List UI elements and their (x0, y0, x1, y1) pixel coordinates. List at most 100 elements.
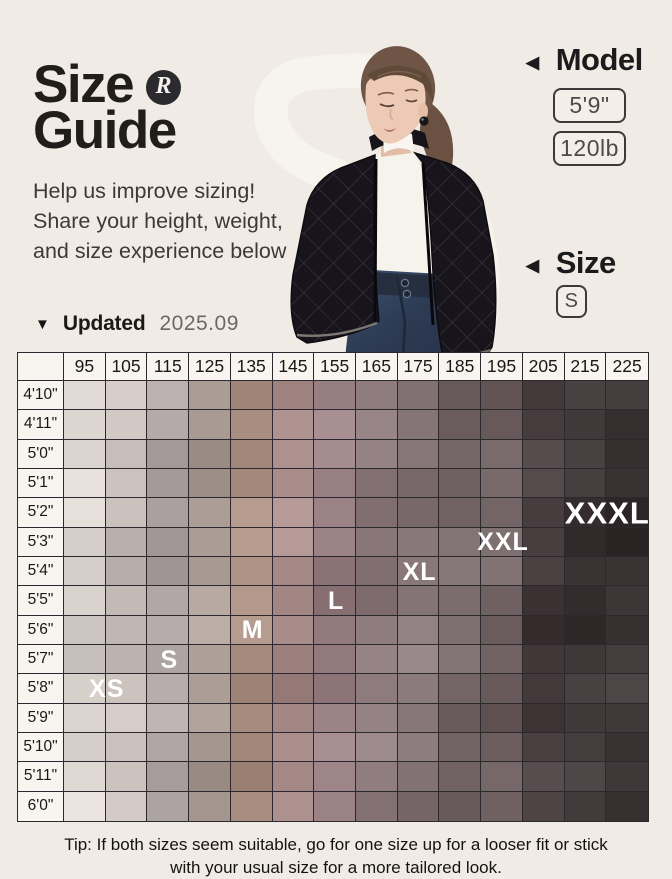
size-cell (147, 733, 190, 763)
size-cell (230, 439, 273, 469)
size-cell (481, 410, 523, 440)
size-cell (64, 733, 106, 763)
title-line-1: Size (33, 55, 135, 114)
weight-header-cell: 185 (439, 353, 482, 381)
size-cell (64, 762, 106, 792)
size-cell (522, 615, 565, 645)
size-cell (397, 586, 440, 616)
size-cell (481, 762, 523, 792)
height-header-cell: 6'0" (18, 791, 64, 821)
size-cell (606, 586, 648, 616)
size-cell (314, 762, 356, 792)
size-cell (147, 527, 190, 557)
size-cell (314, 469, 356, 499)
updated-value: 2025.09 (159, 312, 239, 335)
weight-header-cell: 155 (314, 353, 356, 381)
size-cell (105, 762, 148, 792)
weight-header-cell: 225 (606, 353, 648, 381)
size-cell (314, 410, 356, 440)
size-cell (64, 498, 106, 528)
size-cell (272, 674, 315, 704)
size-zone-label-s: S (160, 645, 179, 674)
size-cell (147, 703, 190, 733)
size-cell (314, 791, 356, 821)
size-cell (230, 469, 273, 499)
size-cell (522, 586, 565, 616)
size-cell (189, 791, 231, 821)
size-cell (105, 410, 148, 440)
updated-row: ▼ Updated 2025.09 (35, 312, 239, 336)
size-cell (439, 791, 482, 821)
size-cell (314, 733, 356, 763)
size-cell (105, 733, 148, 763)
size-cell (564, 615, 607, 645)
size-cell (189, 439, 231, 469)
size-cell (314, 586, 356, 616)
size-zone-label-xl: XL (402, 557, 437, 586)
size-cell (606, 615, 648, 645)
size-cell (481, 586, 523, 616)
size-cell (522, 674, 565, 704)
size-cell (230, 762, 273, 792)
subtitle: Help us improve sizing! Share your heigh… (33, 179, 287, 263)
page-title: Size R Guide (33, 55, 182, 157)
size-cell (606, 791, 648, 821)
size-cell (606, 381, 648, 411)
size-cell (230, 557, 273, 587)
size-cell (105, 674, 148, 704)
size-cell (564, 381, 607, 411)
size-cell (481, 439, 523, 469)
size-cell (105, 791, 148, 821)
size-cell (397, 645, 440, 675)
size-cell (522, 498, 565, 528)
size-cell (522, 527, 565, 557)
weight-header-cell: 195 (481, 353, 523, 381)
size-cell (189, 557, 231, 587)
weight-header-cell: 175 (397, 353, 440, 381)
size-cell (105, 439, 148, 469)
size-cell (356, 762, 398, 792)
size-cell (64, 703, 106, 733)
size-cell (314, 674, 356, 704)
size-cell (105, 527, 148, 557)
size-chart-grid: 95 105 115 125 135 145 155 165 175 185 195 205 215 22… (18, 353, 648, 821)
size-zone-label-l: L (328, 586, 345, 615)
size-cell (522, 645, 565, 675)
size-cell (105, 645, 148, 675)
size-cell (272, 615, 315, 645)
size-cell (230, 703, 273, 733)
size-cell (230, 615, 273, 645)
size-cell (272, 733, 315, 763)
size-cell (439, 615, 482, 645)
height-header-cell: 5'4" (18, 557, 64, 587)
size-cell (522, 557, 565, 587)
size-cell (272, 762, 315, 792)
size-cell (64, 645, 106, 675)
left-arrow-icon: ◀ (526, 256, 539, 275)
size-cell (397, 791, 440, 821)
weight-header-cell: 205 (522, 353, 565, 381)
size-cell (606, 733, 648, 763)
size-cell (147, 469, 190, 499)
size-cell (314, 645, 356, 675)
size-cell (356, 557, 398, 587)
size-cell (314, 498, 356, 528)
size-cell (356, 703, 398, 733)
size-cell (439, 703, 482, 733)
size-cell (105, 703, 148, 733)
size-cell (481, 615, 523, 645)
size-cell (147, 586, 190, 616)
model-photo (185, 25, 525, 359)
size-cell (564, 703, 607, 733)
size-cell (147, 498, 190, 528)
size-cell (147, 674, 190, 704)
height-header-cell: 5'3" (18, 527, 64, 557)
size-cell (189, 410, 231, 440)
size-zone-label-xxxl: XXXL (564, 495, 650, 531)
size-cell (606, 498, 648, 528)
size-cell (356, 674, 398, 704)
size-cell (522, 469, 565, 499)
size-cell (272, 381, 315, 411)
size-cell (397, 527, 440, 557)
